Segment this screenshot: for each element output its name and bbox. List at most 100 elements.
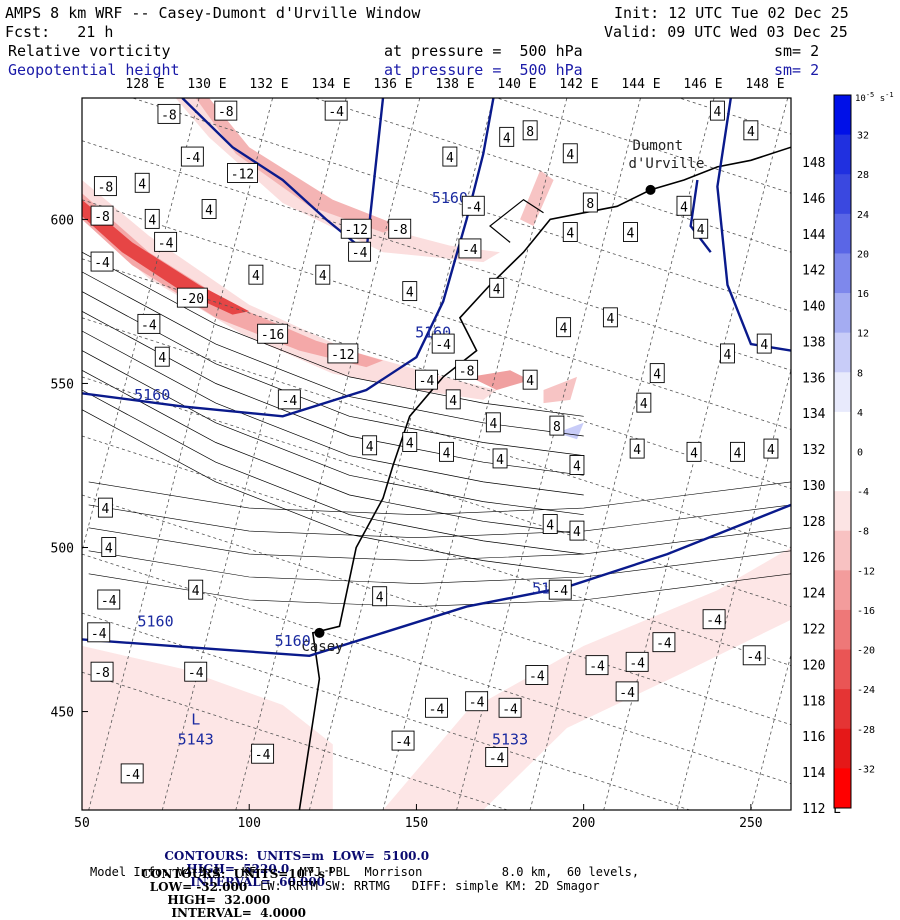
latitude-label: 140 E <box>802 300 841 315</box>
vort-label-box <box>548 579 572 600</box>
vort-label-box <box>709 100 725 121</box>
vort-contour <box>88 550 791 584</box>
y-tick-label: 600 <box>51 213 74 228</box>
meridian-line <box>382 98 568 810</box>
vort-label: -4 <box>395 735 411 750</box>
vort-label-box <box>214 100 238 121</box>
vort-label-box <box>489 277 505 298</box>
vort-label: 4 <box>406 286 414 301</box>
station-label-dumont-2: d'Urville <box>629 156 705 172</box>
vort-label: -8 <box>94 666 110 681</box>
vort-label: -4 <box>94 256 110 271</box>
vort-label: 4 <box>566 148 574 163</box>
latitude-label: 130 E <box>802 479 841 494</box>
vort-label: -4 <box>101 594 117 609</box>
vort-label-box <box>652 632 676 653</box>
longitude-label: 132 E <box>249 77 288 92</box>
longitude-label: 148 E <box>745 77 784 92</box>
vort-label-box <box>180 146 204 167</box>
colorbar-segment <box>834 411 851 452</box>
vort-label-box <box>188 579 204 600</box>
vort-label: -8 <box>94 210 110 225</box>
vort-contour-low: LOW= -32.000 <box>141 880 248 894</box>
colorbar-units-exp2: -1 <box>885 91 893 99</box>
vort-label-box <box>625 651 649 672</box>
vort-label-box <box>556 317 572 338</box>
vort-contour <box>88 504 791 539</box>
forecast-hour: Fcst: 21 h <box>5 23 114 41</box>
vort-label: 4 <box>680 200 688 215</box>
x-tick-label: 100 <box>237 816 260 831</box>
vort-label: 4 <box>714 105 722 120</box>
field2-smoothing: sm= 2 <box>774 61 820 79</box>
colorbar-frame <box>833 94 852 809</box>
colorbar-tick-label: 24 <box>857 210 869 221</box>
vort-label-box <box>391 730 415 751</box>
vort-label-box <box>569 520 585 541</box>
x-tick-label: 50 <box>74 816 90 831</box>
height-label: 5143 <box>178 730 214 748</box>
latitude-label: 122 E <box>802 623 841 638</box>
latitude-label: 138 E <box>802 335 841 350</box>
colorbar-segment <box>834 570 851 611</box>
height-contour-5160-north <box>82 98 495 418</box>
coastline <box>298 146 791 810</box>
latitude-label: 124 E <box>802 587 841 602</box>
colorbar-tick-label: 32 <box>857 131 869 142</box>
valid-time: Valid: 09 UTC Wed 03 Dec 25 <box>604 23 848 41</box>
vort-label-box <box>492 448 508 469</box>
vort-contour-interval: INTERVAL= 4.0000 <box>171 906 307 920</box>
vort-label: -4 <box>188 666 204 681</box>
vort-label: 4 <box>573 459 581 474</box>
colorbar-segment <box>834 134 851 175</box>
vort-label: -4 <box>462 243 478 258</box>
parallel-line <box>82 671 509 810</box>
vort-contour <box>82 330 584 496</box>
y-tick-label: 550 <box>51 377 74 392</box>
vort-label-box <box>144 208 160 229</box>
vort-label: 4 <box>252 269 260 284</box>
colorbar-tick-label: 12 <box>857 329 869 340</box>
vort-label: -12 <box>344 223 367 238</box>
vort-label-box <box>686 441 702 462</box>
plot-area: Dumontd'UrvilleCasey51605160516051605160… <box>82 98 791 810</box>
vort-label: -4 <box>746 650 762 665</box>
colorbar-tick-label: -28 <box>857 725 875 736</box>
colorbar-tick-label: -8 <box>857 527 869 538</box>
vort-label: 8 <box>553 420 561 435</box>
colorbar-segment <box>834 491 851 532</box>
vort-label-box <box>101 537 117 557</box>
colorbar-tick-label: 8 <box>857 368 863 379</box>
vort-label: -4 <box>185 151 201 166</box>
vort-label: -4 <box>529 669 545 684</box>
vort-label-box <box>431 333 455 354</box>
vort-label: -4 <box>124 768 140 783</box>
longitude-label: 142 E <box>559 77 598 92</box>
latitude-label: 132 E <box>802 443 841 458</box>
vort-label: -8 <box>161 108 177 123</box>
colorbar-tick-label: -20 <box>857 646 875 657</box>
parallel-line <box>82 376 791 607</box>
vort-label-box <box>485 412 501 433</box>
vort-label: 4 <box>566 227 574 242</box>
vort-label: 4 <box>747 125 755 140</box>
vort-label: 4 <box>573 525 581 540</box>
colorbar-tick-label: 0 <box>857 448 863 459</box>
colorbar-units-exp: -5 <box>866 91 874 99</box>
parallel-line <box>82 494 791 726</box>
colorbar-tick-label: 20 <box>857 249 869 260</box>
meridian-line <box>88 98 273 810</box>
field1-smoothing: sm= 2 <box>774 42 820 60</box>
vort-spot-2 <box>543 376 577 404</box>
vort-label-box <box>248 264 264 285</box>
colorbar-segment <box>834 372 851 413</box>
vort-label: 4 <box>319 269 327 284</box>
vort-label: -4 <box>91 627 107 642</box>
vort-label-box <box>756 333 772 354</box>
latitude-label: 144 E <box>802 228 841 243</box>
vort-label-box <box>649 363 665 384</box>
vort-label: -8 <box>218 105 234 120</box>
parallel-line <box>131 98 791 312</box>
vort-label: -8 <box>98 181 114 196</box>
axes: 50 100 150 200 250 450 500 550 600 <box>51 97 792 831</box>
